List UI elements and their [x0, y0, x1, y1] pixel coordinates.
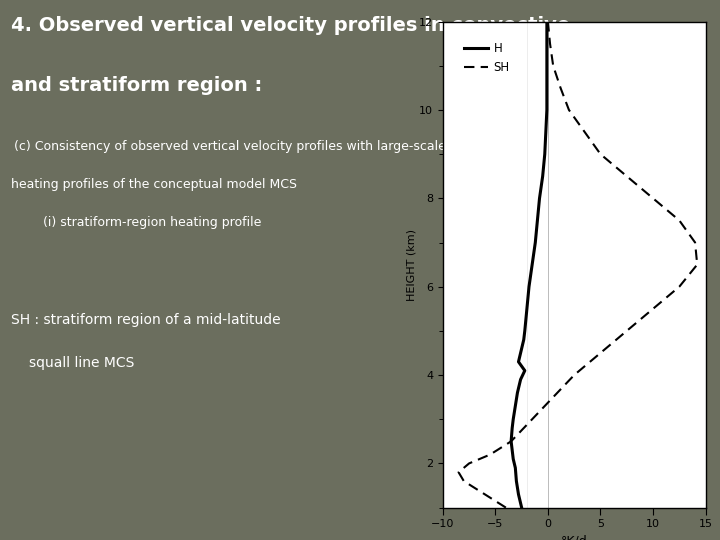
- X-axis label: °K/d: °K/d: [561, 535, 588, 540]
- Text: heating profiles of the conceptual model MCS: heating profiles of the conceptual model…: [11, 178, 297, 191]
- Text: (i) stratiform-region heating profile: (i) stratiform-region heating profile: [43, 216, 261, 229]
- Y-axis label: HEIGHT (km): HEIGHT (km): [406, 228, 416, 301]
- Text: SH : stratiform region of a mid-latitude: SH : stratiform region of a mid-latitude: [11, 313, 280, 327]
- Text: (c) Consistency of observed vertical velocity profiles with large-scale: (c) Consistency of observed vertical vel…: [14, 140, 446, 153]
- Text: and stratiform region :: and stratiform region :: [11, 76, 262, 94]
- Text: 4. Observed vertical velocity profiles in convective: 4. Observed vertical velocity profiles i…: [11, 16, 570, 35]
- Legend: H, SH: H, SH: [459, 37, 514, 79]
- Text: squall line MCS: squall line MCS: [29, 356, 134, 370]
